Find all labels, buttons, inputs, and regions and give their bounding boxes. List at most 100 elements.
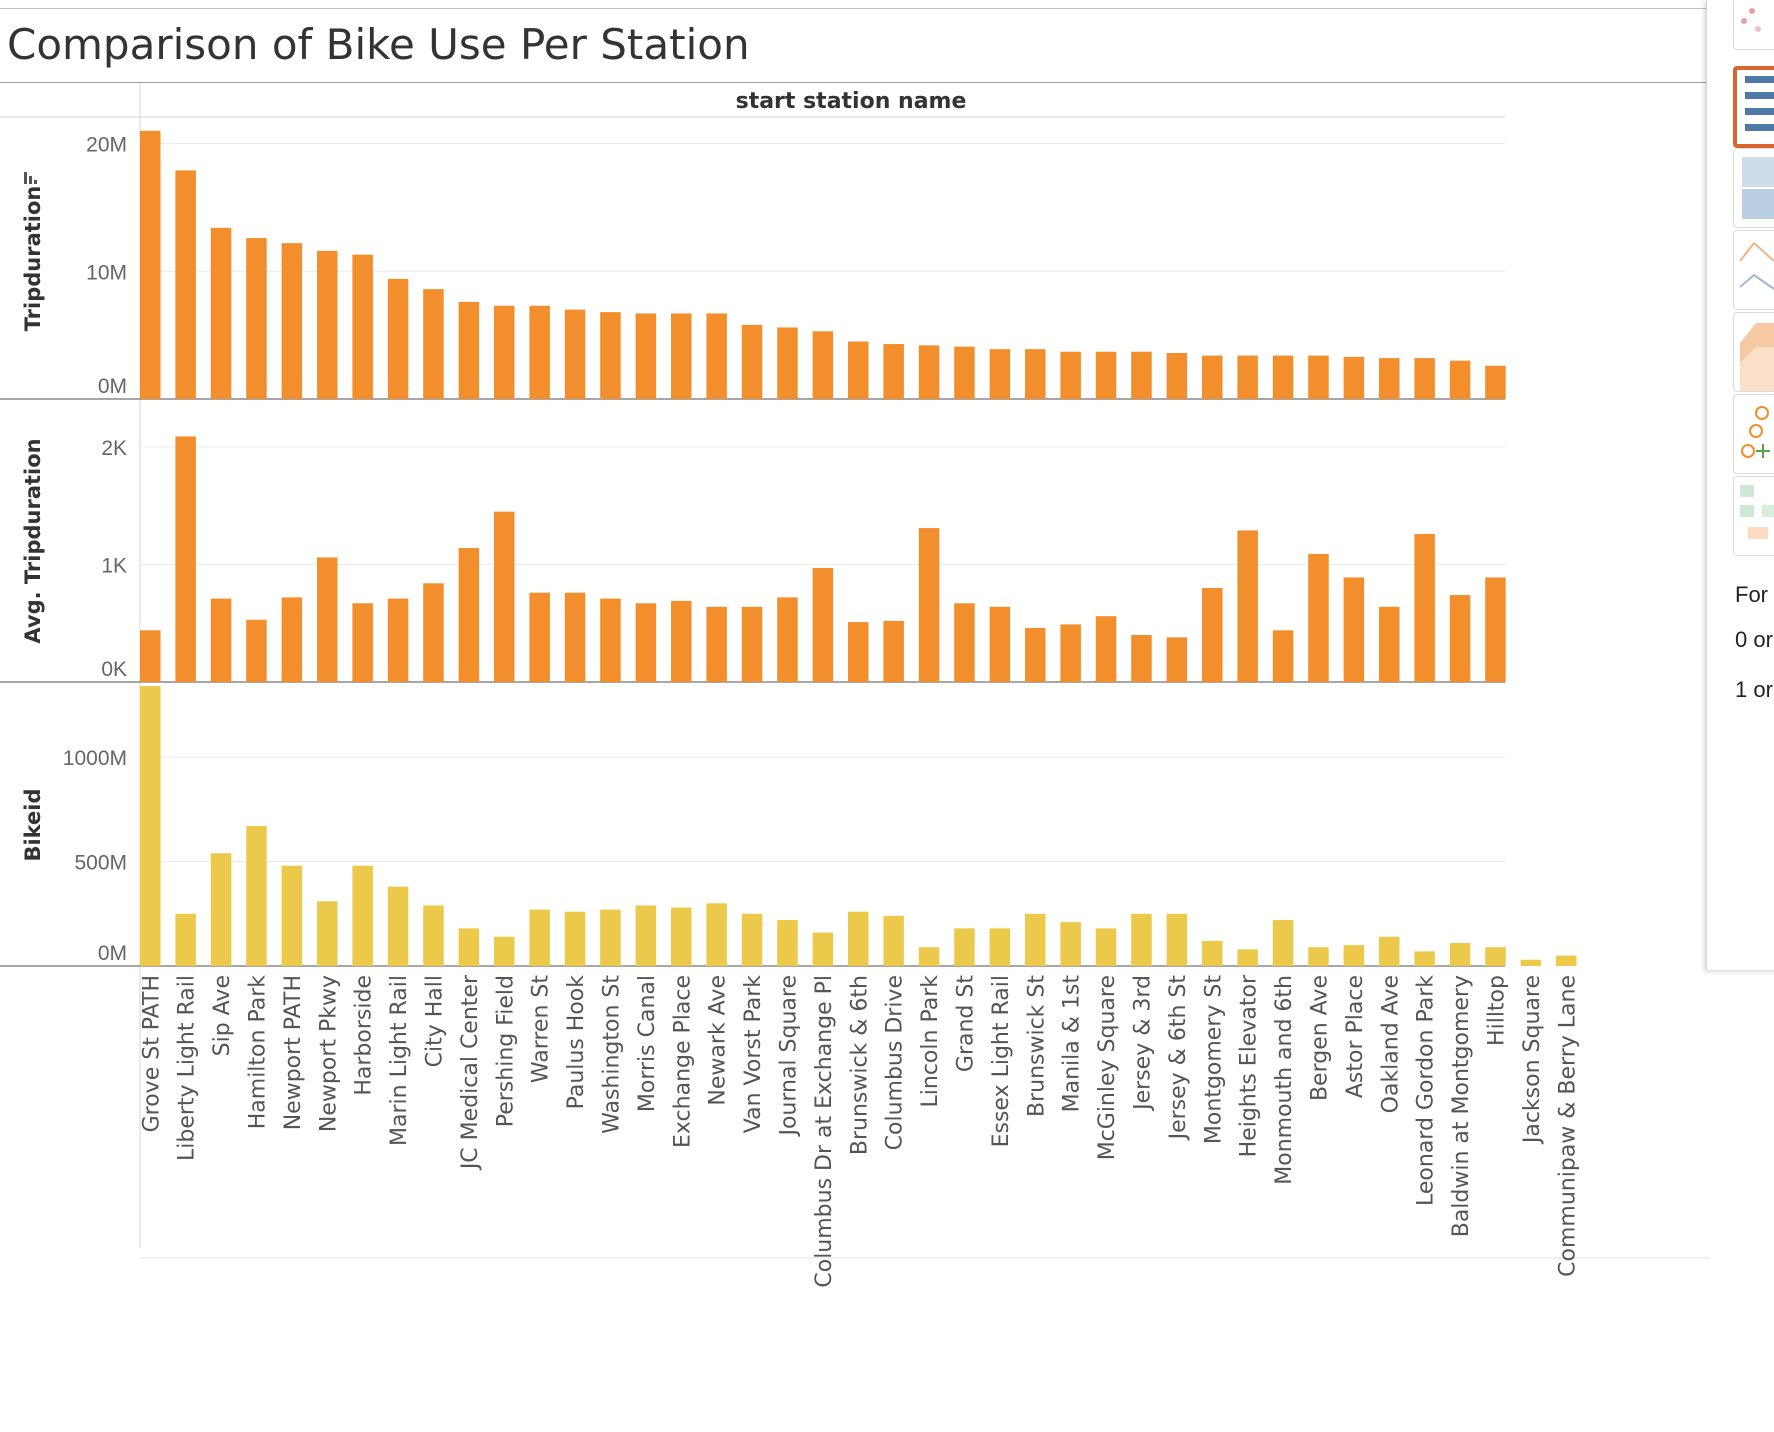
x-tick-label: Hamilton Park <box>245 975 270 1130</box>
bar <box>1308 947 1329 966</box>
bar <box>1379 606 1400 682</box>
bar <box>1485 365 1506 399</box>
bar <box>1237 949 1258 966</box>
scatter-thumb-icon[interactable] <box>1733 0 1774 50</box>
bar <box>210 853 232 966</box>
bar <box>140 630 161 682</box>
bar <box>777 920 798 966</box>
x-tick-label: Bergen Ave <box>1307 975 1332 1101</box>
highlight-table-thumb-icon[interactable] <box>1733 476 1774 556</box>
bar <box>989 928 1011 966</box>
horizontal-bars-thumb-icon[interactable] <box>1733 66 1774 148</box>
bar <box>423 905 444 966</box>
bar <box>954 928 975 966</box>
bar <box>1166 637 1188 682</box>
x-tick-label: JC Medical Center <box>458 974 483 1171</box>
y-tick-label: 0K <box>101 658 127 681</box>
bar <box>317 250 338 399</box>
bar <box>1556 955 1577 966</box>
bar <box>1414 358 1435 399</box>
bar <box>1131 351 1152 399</box>
bar-chart: 20M 10M 0M Tripduration 2K 1K 0K Avg. Tripdurat… <box>0 83 1710 1288</box>
bar <box>494 511 515 682</box>
bar <box>777 327 798 399</box>
bar <box>1272 920 1294 966</box>
bar <box>848 622 869 682</box>
x-tick-label: Heights Elevator <box>1237 974 1262 1157</box>
bar <box>352 603 373 682</box>
bar <box>1095 351 1117 399</box>
x-tick-label: Washington St <box>599 975 624 1134</box>
x-tick-label: Sip Ave <box>210 975 235 1056</box>
bar <box>387 886 409 966</box>
show-me-panel[interactable]: For 0 or 1 or <box>1706 0 1774 970</box>
bar <box>175 913 196 966</box>
title-rule <box>0 82 1710 83</box>
bar <box>317 557 338 682</box>
x-tick-label: Oakland Ave <box>1378 975 1403 1113</box>
bar <box>1202 940 1223 966</box>
bar <box>494 305 515 399</box>
x-tick-label: Van Vorst Park <box>741 975 766 1133</box>
area-thumb-icon[interactable] <box>1733 312 1774 392</box>
y-axis-title: Tripduration <box>21 186 45 332</box>
x-tick-label: Baldwin at Montgomery <box>1449 975 1474 1237</box>
side-panel-text-3: 1 or <box>1735 677 1773 702</box>
bar <box>175 170 196 399</box>
bar <box>246 826 267 966</box>
y-tick-label: 1K <box>101 555 127 578</box>
x-tick-label: Liberty Light Rail <box>175 975 200 1161</box>
y-tick-label: 0M <box>98 942 127 965</box>
bar <box>1343 356 1365 399</box>
x-tick-label: Astor Place <box>1343 975 1368 1098</box>
bar <box>989 606 1011 682</box>
x-tick-label: McGinley Square <box>1095 975 1120 1160</box>
bar <box>1060 351 1081 399</box>
bar <box>1237 530 1258 682</box>
top-rule <box>0 8 1710 9</box>
x-tick-label: Grove St PATH <box>139 975 164 1132</box>
y-tick-label: 1000M <box>63 747 127 770</box>
y-tick-label: 500M <box>74 852 127 875</box>
stacked-bars-thumb-icon[interactable] <box>1733 148 1774 228</box>
bar <box>1025 349 1046 399</box>
bar <box>883 620 904 682</box>
bar <box>812 932 834 966</box>
sort-icon-bar <box>24 172 27 184</box>
bar <box>1166 353 1188 399</box>
x-tick-label: Hilltop <box>1484 975 1509 1046</box>
sort-icon-bar <box>34 180 37 184</box>
x-tick-label: Newport Pkwy <box>316 975 341 1132</box>
bar <box>1343 945 1365 966</box>
bar <box>989 349 1011 399</box>
bar <box>918 947 940 966</box>
bar <box>1520 959 1542 966</box>
bar <box>175 436 196 682</box>
circle-view-thumb-icon[interactable] <box>1733 394 1774 474</box>
bar <box>1237 355 1258 399</box>
bar <box>883 344 904 399</box>
bar <box>529 909 550 966</box>
bar <box>706 313 727 399</box>
x-tick-label: Paulus Hook <box>564 975 589 1110</box>
bar <box>352 254 373 399</box>
bar <box>706 606 727 682</box>
bar <box>210 227 232 399</box>
line-thumb-icon[interactable] <box>1733 230 1774 310</box>
bar <box>1272 630 1294 682</box>
x-tick-label: Journal Square <box>776 975 801 1138</box>
bar <box>1308 553 1329 682</box>
bar <box>635 905 657 966</box>
bar <box>281 865 303 966</box>
bar <box>1060 624 1081 682</box>
bar <box>281 243 303 399</box>
bar <box>529 305 550 399</box>
bar <box>564 309 586 399</box>
bar <box>423 289 444 399</box>
bar <box>741 606 763 682</box>
bar <box>458 928 480 966</box>
x-tick-label: Grand St <box>953 975 978 1072</box>
bar <box>1308 355 1329 399</box>
x-tick-label: Brunswick St <box>1024 975 1049 1117</box>
bar <box>423 583 444 682</box>
